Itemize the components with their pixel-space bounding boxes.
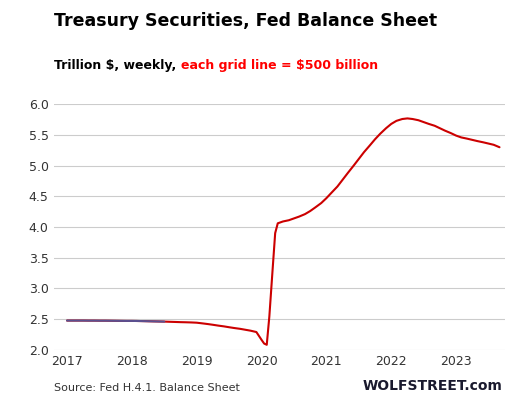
Text: Treasury Securities, Fed Balance Sheet: Treasury Securities, Fed Balance Sheet	[54, 12, 437, 30]
Text: Source: Fed H.4.1. Balance Sheet: Source: Fed H.4.1. Balance Sheet	[54, 384, 240, 393]
Text: each grid line = $500 billion: each grid line = $500 billion	[181, 59, 378, 72]
Text: WOLFSTREET.com: WOLFSTREET.com	[362, 380, 502, 393]
Text: Trillion $, weekly,: Trillion $, weekly,	[54, 59, 181, 72]
